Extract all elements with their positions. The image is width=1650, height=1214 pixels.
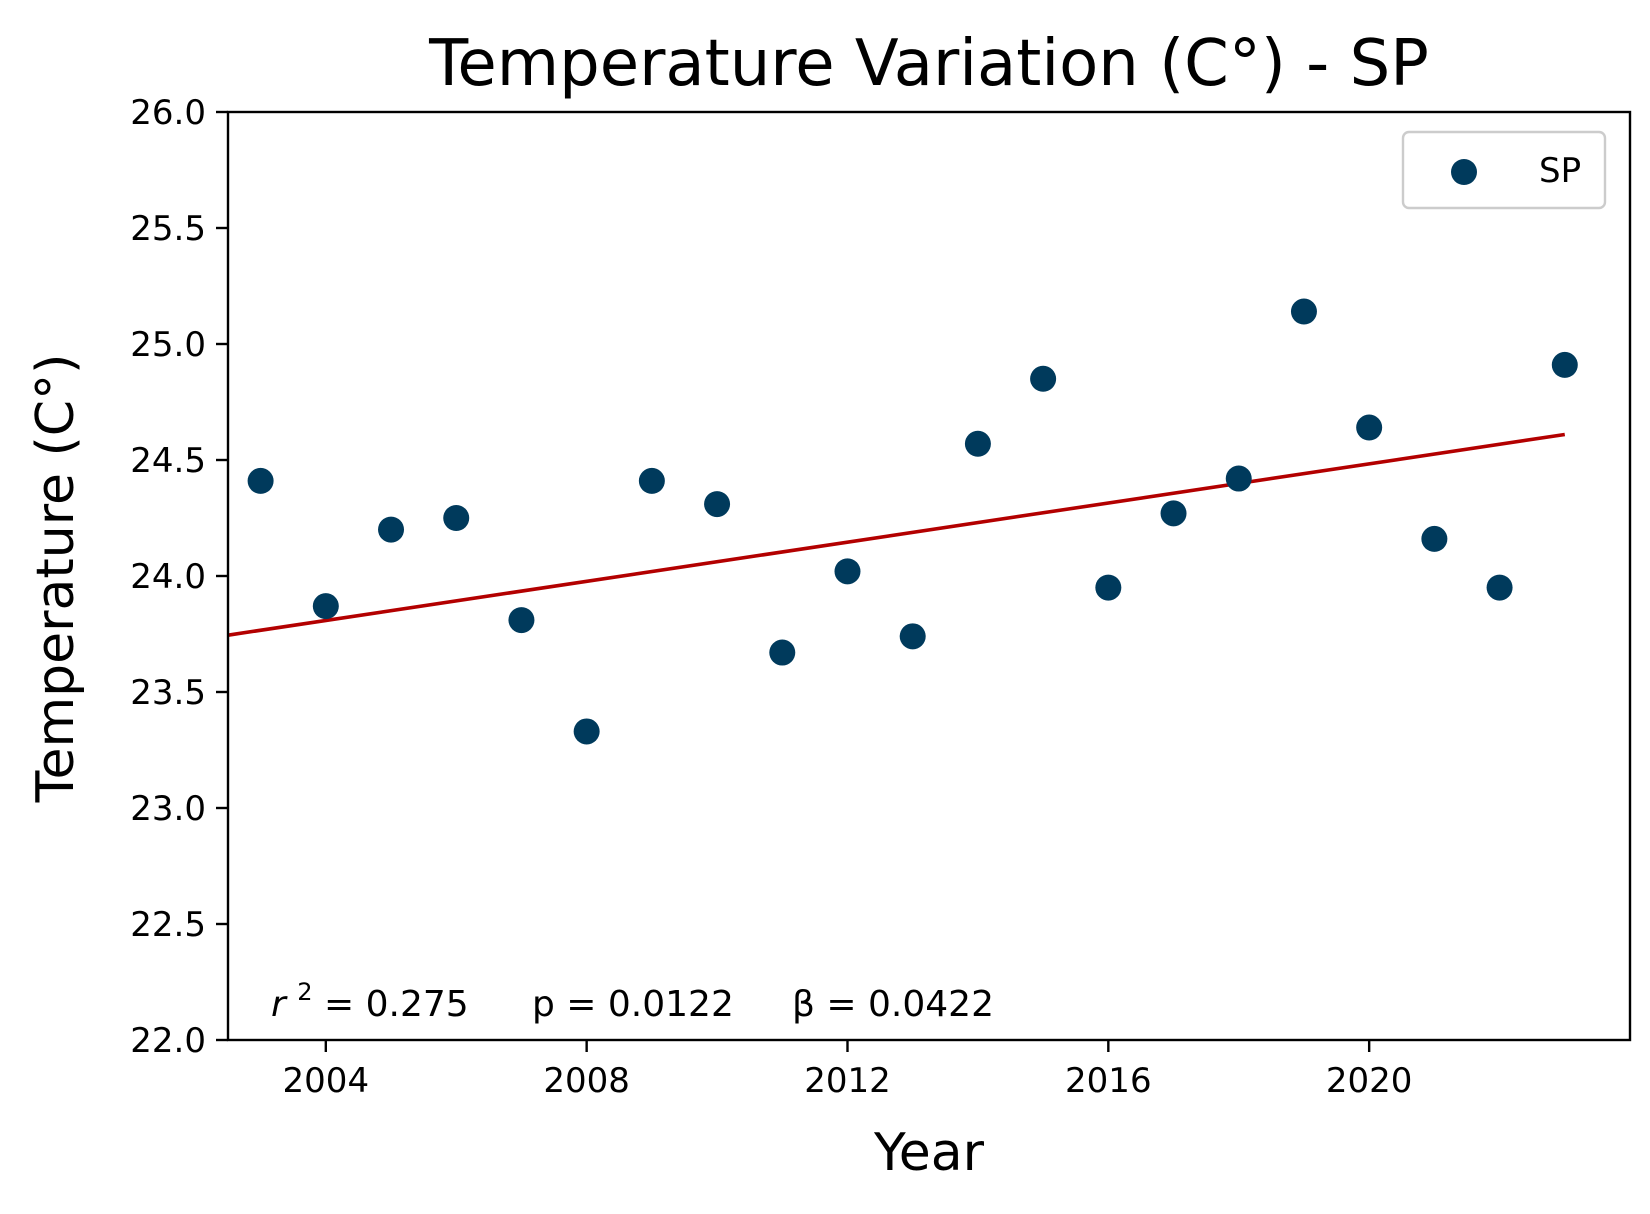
legend: SP <box>1401 130 1607 210</box>
data-point <box>1160 500 1187 527</box>
x-tick-label: 2016 <box>1065 1061 1152 1101</box>
y-axis-label: Temperature (C°) <box>26 354 86 804</box>
x-axis-label: Year <box>873 1123 985 1183</box>
data-point <box>834 558 861 585</box>
beta-value: β = 0.0422 <box>792 984 994 1025</box>
x-tick-label: 2020 <box>1326 1061 1413 1101</box>
y-tick-label: 23.0 <box>130 789 206 829</box>
data-point <box>378 516 405 543</box>
x-tick-label: 2012 <box>804 1061 891 1101</box>
data-point <box>1356 414 1383 441</box>
data-point <box>573 718 600 745</box>
y-tick-label: 22.0 <box>130 1021 206 1061</box>
legend-box <box>1401 130 1607 210</box>
chart-title: Temperature Variation (C°) - SP <box>428 27 1429 101</box>
y-tick-label: 23.5 <box>130 673 206 713</box>
data-point <box>964 430 991 457</box>
y-tick-label: 26.0 <box>130 93 206 133</box>
r-squared-symbol: r <box>271 984 288 1025</box>
data-points <box>247 298 1578 745</box>
y-tick-label: 25.0 <box>130 325 206 365</box>
data-point <box>508 607 535 634</box>
trendline-layer <box>227 432 1566 637</box>
data-point <box>443 505 470 531</box>
data-point <box>1095 574 1122 601</box>
y-tick-label: 25.5 <box>130 209 206 249</box>
legend-marker <box>1451 159 1477 185</box>
y-tick-label: 22.5 <box>130 905 206 945</box>
r-squared-exponent: 2 <box>297 978 312 1006</box>
y-tick-label: 24.0 <box>130 557 206 597</box>
data-point <box>638 467 665 494</box>
data-point <box>1290 298 1317 325</box>
x-tick-label: 2008 <box>543 1061 630 1101</box>
data-point <box>1421 525 1448 552</box>
data-point <box>312 593 339 620</box>
plot-frame <box>226 110 1632 1042</box>
data-point <box>704 491 731 518</box>
data-point <box>1030 365 1057 392</box>
y-tick-label: 24.5 <box>130 441 206 481</box>
p-value: p = 0.0122 <box>532 984 734 1025</box>
data-point <box>1486 574 1513 601</box>
x-tick-label: 2004 <box>283 1061 370 1101</box>
regression-stats: r 2 = 0.275 p = 0.0122 β = 0.0422 <box>271 968 994 1025</box>
data-point <box>247 467 274 494</box>
axis-ticks: 22.0 22.5 23.0 23.5 24.0 24.5 25.0 25.5 26.0 2004… <box>130 93 1412 1101</box>
r-squared-value: = 0.275 <box>324 984 469 1025</box>
legend-label: SP <box>1539 151 1581 191</box>
data-point <box>1225 465 1252 492</box>
data-point <box>899 623 926 650</box>
data-point <box>769 639 796 666</box>
data-point <box>1551 351 1578 378</box>
trendline <box>227 432 1566 637</box>
